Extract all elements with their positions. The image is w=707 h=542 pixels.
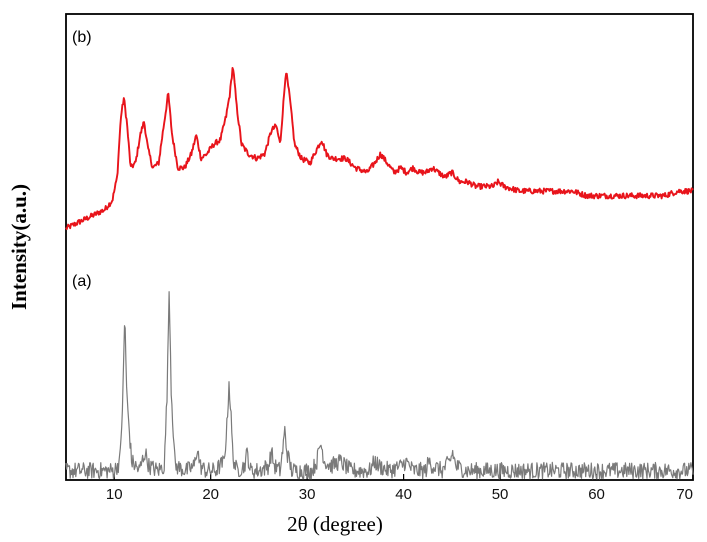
series-b-line bbox=[65, 67, 694, 231]
x-tick-label: 30 bbox=[299, 486, 316, 503]
x-axis-ticks: 10 20 30 40 50 60 70 bbox=[106, 474, 694, 503]
x-tick-label: 10 bbox=[106, 486, 123, 503]
x-tick-label: 50 bbox=[492, 486, 509, 503]
x-tick-label: 60 bbox=[588, 486, 605, 503]
x-axis-title: 2θ (degree) bbox=[287, 512, 383, 536]
x-tick-label: 40 bbox=[395, 486, 412, 503]
series-layer bbox=[65, 67, 694, 480]
plot-frame bbox=[65, 13, 694, 481]
series-a-line bbox=[65, 291, 694, 480]
x-tick-label: 20 bbox=[202, 486, 219, 503]
y-axis-title: Intensity(a.u.) bbox=[7, 184, 31, 310]
panel-label-a: (a) bbox=[72, 273, 92, 290]
panel-label-b: (b) bbox=[72, 29, 92, 46]
x-tick-label: 70 bbox=[676, 486, 693, 503]
